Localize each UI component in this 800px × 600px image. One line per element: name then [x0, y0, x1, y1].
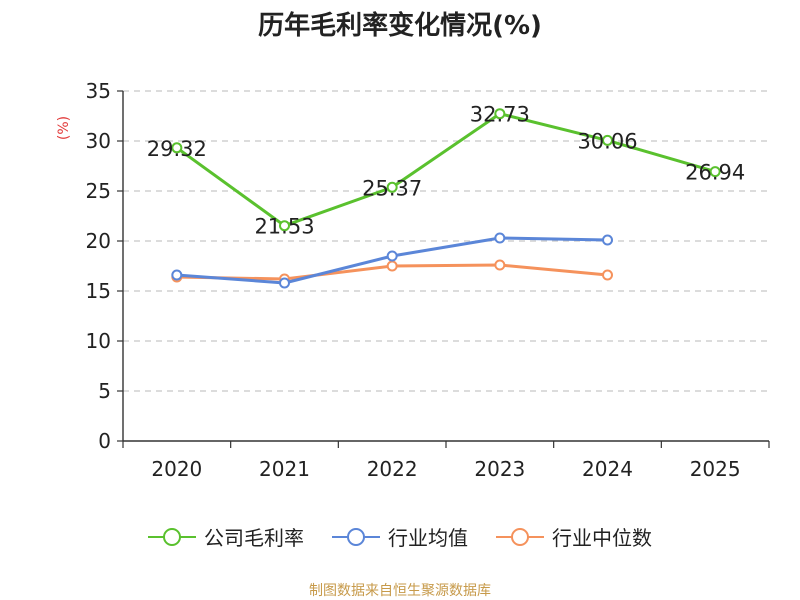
y-tick-label: 25 [86, 179, 111, 203]
data-point [602, 134, 613, 146]
legend-marker-icon [148, 527, 196, 546]
legend-item-company-margin[interactable]: 公司毛利率 [148, 522, 304, 551]
x-tick-label: 2024 [582, 457, 633, 481]
x-tick-label: 2020 [151, 457, 202, 481]
data-point [709, 166, 721, 178]
data-point [494, 108, 506, 120]
y-tick-label: 0 [98, 429, 111, 453]
y-tick-label: 10 [86, 329, 111, 353]
legend-marker-icon [332, 527, 380, 546]
y-tick-label: 20 [86, 229, 111, 253]
legend-item-industry-median[interactable]: 行业中位数 [496, 522, 652, 551]
legend-marker-icon [496, 527, 544, 546]
data-point [494, 232, 506, 244]
y-axis-label: (%) [56, 116, 72, 140]
data-point [602, 234, 613, 246]
legend-label: 行业均值 [388, 526, 468, 550]
legend-item-industry-mean[interactable]: 行业均值 [332, 522, 468, 551]
data-label: 30.06 [577, 129, 637, 153]
source-note: 制图数据来自恒生聚源数据库 [309, 583, 491, 599]
data-label: 25.37 [362, 176, 422, 200]
data-point [494, 259, 506, 271]
data-label: 32.73 [470, 103, 530, 127]
data-point [602, 269, 613, 281]
data-point [386, 250, 398, 262]
data-point [171, 269, 183, 281]
data-point [279, 277, 290, 289]
x-tick-label: 2022 [367, 457, 418, 481]
x-tick-label: 2021 [259, 457, 310, 481]
legend-label: 公司毛利率 [204, 526, 304, 550]
data-point [279, 220, 290, 232]
y-tick-label: 35 [86, 79, 111, 103]
x-tick-label: 2023 [474, 457, 525, 481]
legend: 公司毛利率 行业均值 行业中位数 [0, 522, 800, 551]
y-tick-label: 5 [98, 379, 111, 403]
x-tick-label: 2025 [690, 457, 741, 481]
chart-title: 历年毛利率变化情况(%) [258, 10, 542, 41]
y-tick-label: 15 [86, 279, 111, 303]
data-label: 21.53 [254, 215, 314, 239]
series-line [175, 112, 716, 228]
data-label: 29.32 [147, 137, 207, 161]
data-label: 26.94 [685, 161, 745, 185]
y-tick-label: 30 [86, 129, 111, 153]
data-point [171, 142, 183, 154]
data-point [386, 181, 398, 193]
data-point [386, 260, 398, 272]
legend-label: 行业中位数 [552, 526, 652, 550]
